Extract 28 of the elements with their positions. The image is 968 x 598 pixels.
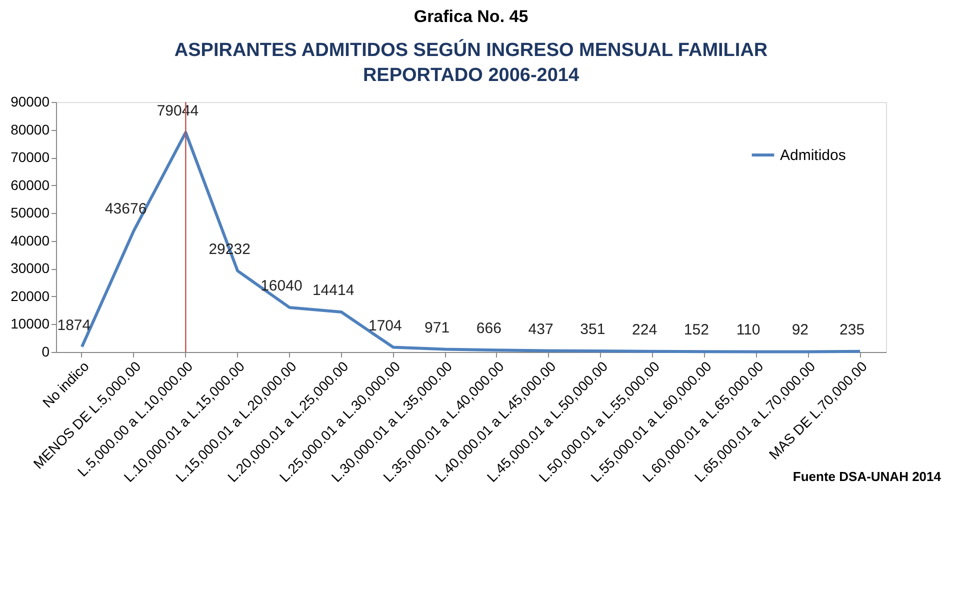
data-label: 1704 <box>368 317 402 334</box>
data-label: 971 <box>424 319 450 336</box>
y-tick-label: 50000 <box>10 204 50 221</box>
data-label: 235 <box>840 321 865 338</box>
data-label: 1874 <box>57 316 91 334</box>
data-label: 666 <box>476 320 502 338</box>
data-label: 351 <box>580 321 606 338</box>
y-tick-label: 80000 <box>10 121 50 138</box>
data-label: 16040 <box>260 277 302 294</box>
legend-label: Admitidos <box>780 147 846 164</box>
y-tick-label: 10000 <box>10 316 50 332</box>
data-label: 110 <box>736 322 760 339</box>
text: ASPIRANTES ADMITIDOS SEGÚN INGRESO MENSUAL FAMILIAR <box>174 40 768 61</box>
data-label: 14414 <box>312 282 354 299</box>
y-tick-label: 30000 <box>10 260 50 276</box>
source-note: Fuente DSA-UNAH 2014 <box>792 469 942 484</box>
data-label: 92 <box>792 322 809 339</box>
data-label: 152 <box>684 322 709 339</box>
data-label: 437 <box>528 320 554 338</box>
text: Grafica No. 45 <box>414 7 528 26</box>
text: REPORTADO 2006-2014 <box>362 65 580 86</box>
data-label: 224 <box>632 321 658 338</box>
y-tick-label: 40000 <box>10 232 50 248</box>
y-tick-label: 20000 <box>10 288 50 304</box>
y-tick-label: 70000 <box>10 149 50 166</box>
y-tick-label: 0 <box>42 344 50 360</box>
y-tick-label: 90000 <box>10 94 50 110</box>
y-tick-label: 60000 <box>10 176 50 193</box>
